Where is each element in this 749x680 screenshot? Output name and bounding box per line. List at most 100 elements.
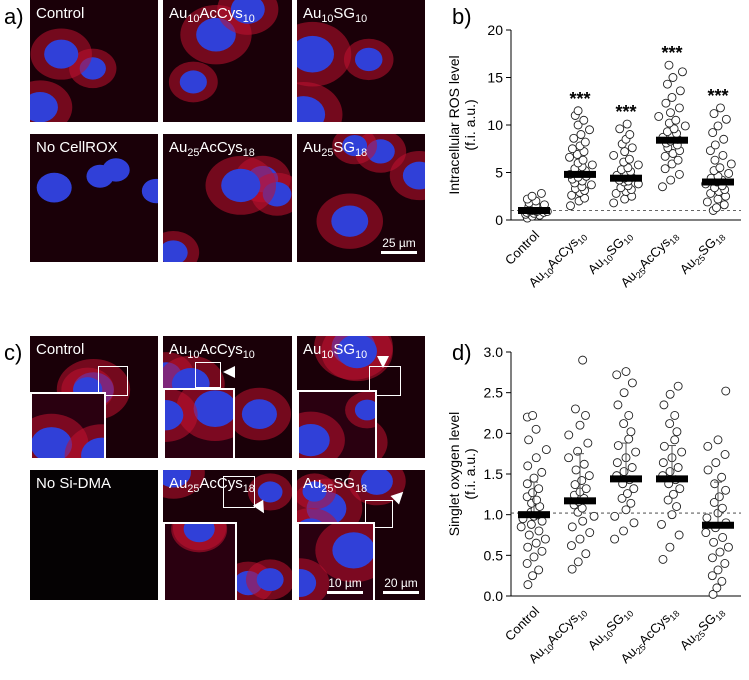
data-point	[661, 98, 671, 108]
data-point	[720, 450, 730, 459]
data-point	[716, 103, 725, 113]
data-point	[571, 465, 581, 475]
data-point	[528, 571, 538, 581]
data-point	[633, 160, 643, 170]
data-point	[624, 410, 634, 420]
data-point	[612, 370, 622, 380]
data-point	[709, 109, 719, 119]
mean-bar	[564, 170, 596, 178]
data-point	[631, 447, 641, 457]
data-point	[719, 200, 729, 210]
data-point	[524, 435, 534, 445]
mean-bar	[564, 497, 596, 505]
data-point	[516, 522, 526, 532]
scale-bar-label: 25 µm	[382, 236, 416, 250]
micrograph-label: Control	[36, 5, 85, 22]
x-tick-label: Control	[502, 603, 542, 643]
data-point	[615, 124, 625, 134]
data-point	[624, 434, 634, 444]
data-point	[578, 355, 588, 365]
data-point	[567, 144, 577, 154]
mean-bar	[702, 178, 734, 186]
data-point	[523, 542, 533, 552]
data-point	[617, 493, 627, 503]
data-point	[532, 495, 542, 505]
data-point	[587, 160, 597, 170]
data-point	[709, 537, 719, 547]
data-point	[673, 381, 683, 391]
data-point	[586, 180, 596, 190]
data-point	[570, 480, 580, 490]
micrograph-label: Au10AcCys10	[169, 341, 255, 361]
data-point	[671, 115, 681, 125]
data-point	[534, 484, 544, 494]
data-point	[589, 511, 599, 521]
data-point	[575, 534, 585, 544]
data-point	[680, 121, 690, 131]
data-point	[667, 510, 677, 520]
y-tick-label: 10	[487, 117, 503, 133]
micrograph-label: Au25AcCys18	[169, 475, 255, 495]
data-point	[565, 152, 575, 162]
data-point	[536, 188, 546, 198]
data-point	[621, 367, 631, 376]
data-point	[578, 155, 588, 165]
data-point	[668, 489, 678, 499]
data-point	[529, 552, 539, 562]
data-point	[567, 541, 576, 551]
micrograph-label: Au10SG10	[303, 341, 368, 361]
significance-label: ***	[615, 102, 636, 122]
micrograph-label: Au25SG18	[303, 139, 368, 159]
data-point	[534, 565, 544, 575]
data-point	[666, 108, 675, 118]
x-tick-label: Au25SG18	[677, 604, 728, 655]
data-point	[585, 125, 594, 135]
data-point	[627, 463, 637, 472]
data-point	[579, 459, 589, 469]
data-point	[674, 530, 684, 540]
micrograph-c-au25accys18: Au25AcCys18	[163, 470, 292, 600]
data-point	[622, 119, 632, 129]
data-point	[664, 60, 674, 70]
data-point	[573, 120, 583, 130]
mean-bar	[610, 475, 642, 483]
chart-b-ros-level: 0 5 10 15 20 Intracellular ROS level(f.i. a.u…	[449, 22, 741, 290]
data-point	[667, 92, 677, 102]
data-point	[575, 420, 585, 430]
data-point	[702, 197, 712, 207]
data-point	[626, 427, 636, 437]
significance-label: ***	[707, 86, 728, 106]
data-point	[713, 121, 723, 131]
micrograph-a-au25sg18: Au25SG18 25 µm	[297, 134, 425, 262]
data-point	[626, 498, 636, 508]
y-tick-label: 1.5	[484, 466, 504, 482]
data-point	[569, 133, 579, 143]
data-point	[721, 386, 731, 396]
data-point	[627, 143, 637, 153]
mean-bar	[610, 174, 642, 182]
significance-label: ***	[569, 89, 590, 109]
data-point	[537, 546, 547, 556]
data-point	[669, 124, 679, 134]
data-point	[613, 441, 623, 450]
data-point	[522, 559, 532, 568]
data-point	[662, 79, 672, 89]
y-axis-label-units: (f.i. a.u.)	[462, 99, 478, 150]
micrograph-c-no-si-dma: No Si-DMA	[30, 470, 158, 600]
data-point	[627, 378, 637, 388]
data-point	[674, 103, 684, 113]
data-point	[619, 526, 628, 536]
data-point	[718, 150, 728, 160]
y-tick-label: 1.0	[484, 507, 504, 523]
data-point	[625, 130, 635, 139]
data-point	[710, 479, 720, 489]
data-point	[531, 453, 541, 463]
data-point	[670, 410, 680, 420]
data-point	[531, 538, 541, 548]
data-point	[707, 571, 717, 581]
data-point	[629, 484, 639, 494]
data-point	[609, 150, 619, 160]
data-point	[660, 164, 670, 174]
data-point	[713, 435, 723, 445]
data-point	[726, 159, 736, 169]
